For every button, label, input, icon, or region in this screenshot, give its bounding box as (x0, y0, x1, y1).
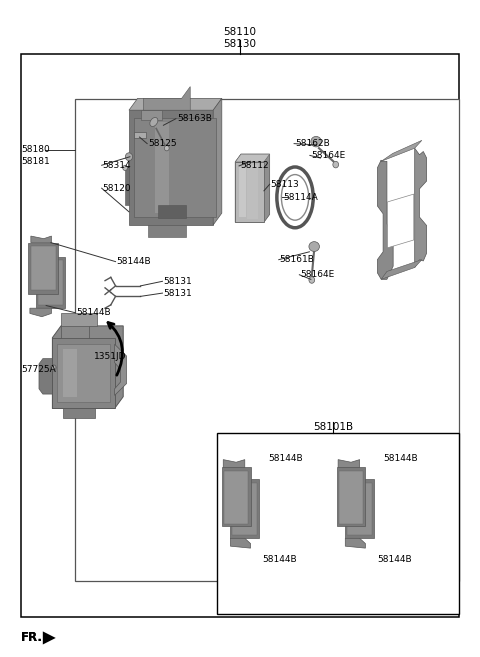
Text: 58144B: 58144B (269, 454, 303, 463)
Bar (345, 480, 374, 538)
Ellipse shape (309, 242, 320, 252)
Polygon shape (213, 99, 222, 225)
Polygon shape (31, 236, 51, 242)
Bar (339, 472, 363, 524)
Text: 58114A: 58114A (283, 193, 318, 202)
Polygon shape (415, 148, 427, 267)
Text: FR.: FR. (21, 631, 43, 645)
Text: 58164E: 58164E (300, 270, 335, 279)
Ellipse shape (50, 365, 56, 371)
Bar (222, 468, 251, 526)
Polygon shape (129, 99, 222, 110)
Text: 58161B: 58161B (280, 255, 314, 264)
Polygon shape (338, 460, 360, 468)
Ellipse shape (123, 166, 128, 171)
Bar (141, 110, 162, 120)
Text: 1351JD: 1351JD (94, 352, 127, 361)
Polygon shape (30, 308, 51, 317)
Text: 58125: 58125 (148, 139, 177, 148)
Bar (38, 260, 63, 305)
Bar (156, 122, 168, 213)
Ellipse shape (164, 146, 169, 151)
Polygon shape (39, 359, 52, 394)
Ellipse shape (125, 153, 132, 161)
Text: 58130: 58130 (224, 39, 256, 49)
Text: 58144B: 58144B (384, 454, 418, 463)
Bar (230, 480, 259, 538)
Text: 58144B: 58144B (377, 555, 412, 564)
Text: 58131: 58131 (163, 288, 192, 298)
Polygon shape (125, 166, 129, 205)
Polygon shape (43, 631, 56, 645)
Bar (52, 338, 115, 409)
Bar (336, 468, 365, 526)
Bar (347, 483, 372, 535)
Polygon shape (28, 242, 58, 294)
Bar (63, 350, 77, 397)
Polygon shape (345, 538, 365, 548)
Ellipse shape (333, 162, 338, 168)
Ellipse shape (150, 118, 158, 127)
Text: 58112: 58112 (240, 162, 269, 170)
Bar (224, 472, 248, 524)
Polygon shape (230, 538, 251, 548)
Bar (31, 246, 56, 290)
Polygon shape (387, 194, 414, 248)
Polygon shape (381, 260, 422, 279)
Polygon shape (52, 326, 123, 409)
Bar (57, 344, 110, 402)
Text: 58120: 58120 (103, 184, 131, 193)
Text: 58162B: 58162B (295, 139, 330, 148)
Bar (75, 99, 459, 581)
Text: 58181: 58181 (21, 158, 49, 166)
Bar (21, 55, 459, 617)
Bar (235, 162, 264, 222)
Polygon shape (144, 87, 190, 110)
Polygon shape (381, 141, 422, 162)
Bar (247, 166, 258, 219)
Bar (134, 132, 146, 139)
Text: 58164E: 58164E (311, 151, 345, 160)
Bar (61, 313, 97, 326)
Text: 58144B: 58144B (263, 555, 297, 564)
Polygon shape (36, 257, 65, 308)
Bar (61, 325, 89, 338)
Polygon shape (235, 154, 270, 162)
Bar (232, 483, 257, 535)
Bar (134, 118, 216, 217)
Text: 58131: 58131 (163, 277, 192, 286)
Polygon shape (63, 409, 96, 419)
Text: 58110: 58110 (224, 27, 256, 37)
Text: 58113: 58113 (271, 180, 300, 189)
Text: 58314: 58314 (103, 161, 131, 170)
Text: 58101B: 58101B (313, 422, 353, 432)
Ellipse shape (311, 137, 322, 147)
Polygon shape (129, 110, 213, 225)
Text: 58180: 58180 (21, 145, 49, 154)
Text: 57725A: 57725A (21, 365, 56, 374)
Bar (157, 205, 186, 218)
Bar (217, 434, 459, 614)
Text: 58144B: 58144B (117, 257, 151, 266)
Polygon shape (148, 225, 186, 237)
Bar (239, 168, 246, 217)
Text: FR.: FR. (21, 631, 43, 645)
Polygon shape (377, 160, 393, 279)
Ellipse shape (309, 277, 315, 283)
Text: 58163B: 58163B (177, 114, 212, 124)
Text: 58144B: 58144B (76, 308, 111, 317)
Polygon shape (235, 154, 270, 222)
Polygon shape (223, 460, 245, 468)
Polygon shape (115, 344, 127, 396)
